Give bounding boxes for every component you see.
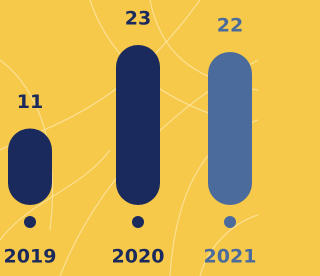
dot	[132, 216, 144, 228]
x-tick-label: 2019	[4, 246, 57, 268]
value-label: 11	[17, 91, 43, 113]
dot	[224, 216, 236, 228]
chart: 11 2019 23 2020 22 2021	[0, 0, 258, 276]
value-label: 22	[217, 14, 243, 36]
bar	[8, 128, 52, 205]
x-tick-label: 2020	[112, 246, 165, 268]
dot	[24, 216, 36, 228]
value-label: 23	[125, 8, 151, 30]
bar	[116, 45, 160, 205]
bar	[208, 52, 252, 205]
x-tick-label: 2021	[204, 246, 257, 268]
